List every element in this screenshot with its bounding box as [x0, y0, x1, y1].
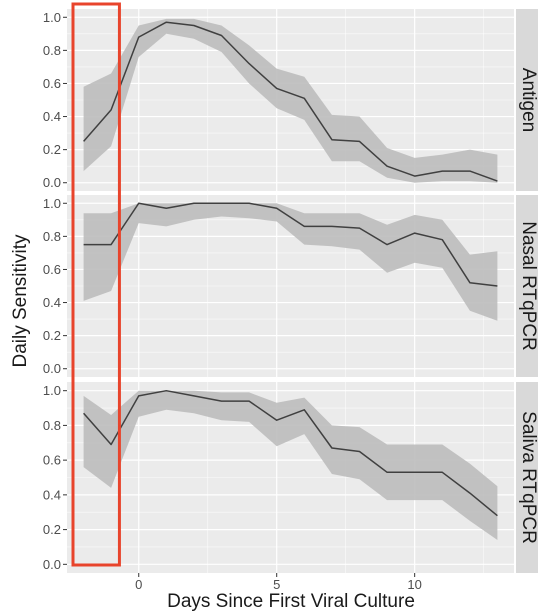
y-tick-label: 0.6 — [43, 76, 61, 91]
x-tick-label: 5 — [273, 577, 280, 592]
y-tick-label: 1.0 — [43, 383, 61, 398]
y-tick-label: 0.0 — [43, 361, 61, 376]
y-tick-label: 0.4 — [43, 109, 61, 124]
y-tick-label: 0.0 — [43, 557, 61, 572]
facet-strip — [516, 195, 538, 377]
x-axis-title: Days Since First Viral Culture — [167, 591, 415, 612]
facet-strip-label: Saliva RTqPCR — [518, 411, 538, 544]
facet-strip — [516, 9, 538, 191]
y-tick-label: 1.0 — [43, 10, 61, 25]
confidence-band — [83, 390, 498, 540]
panel-1: 0.0 0.2 0.4 0.6 0.8 1.0 Nasal RTqPCR — [43, 195, 538, 377]
y-tick-label: 0.4 — [43, 487, 61, 502]
confidence-band — [83, 203, 498, 321]
facet-strip — [516, 382, 538, 573]
panels-layer: 0.0 0.2 0.4 0.6 0.8 1.0 Antigen 0.0 0.2 0.4 0.6 0.8… — [43, 9, 538, 573]
x-axis: 0 5 10 — [135, 573, 422, 592]
y-tick-label: 0.8 — [43, 229, 61, 244]
x-tick-label: 10 — [407, 577, 421, 592]
sensitivity-line — [83, 21, 498, 182]
panel-2: 0.0 0.2 0.4 0.6 0.8 1.0 Saliva RTqPCR — [43, 382, 538, 573]
y-tick-label: 0.2 — [43, 522, 61, 537]
facet-strip-label: Nasal RTqPCR — [518, 221, 538, 351]
y-tick-label: 0.6 — [43, 453, 61, 468]
y-tick-label: 1.0 — [43, 196, 61, 211]
sensitivity-line — [83, 389, 498, 517]
y-axis-title: Daily Sensitivity — [10, 234, 31, 368]
confidence-band — [83, 18, 498, 183]
highlight-box — [71, 2, 121, 567]
y-tick-label: 0.2 — [43, 142, 61, 157]
y-tick-label: 0.8 — [43, 43, 61, 58]
y-tick-label: 0.2 — [43, 328, 61, 343]
sensitivity-line — [83, 202, 498, 287]
panel-0: 0.0 0.2 0.4 0.6 0.8 1.0 Antigen — [43, 9, 538, 191]
y-tick-label: 0.6 — [43, 262, 61, 277]
facet-strip-label: Antigen — [518, 68, 538, 132]
x-tick-label: 0 — [135, 577, 142, 592]
y-tick-label: 0.4 — [43, 295, 61, 310]
y-tick-label: 0.0 — [43, 175, 61, 190]
y-tick-label: 0.8 — [43, 418, 61, 433]
